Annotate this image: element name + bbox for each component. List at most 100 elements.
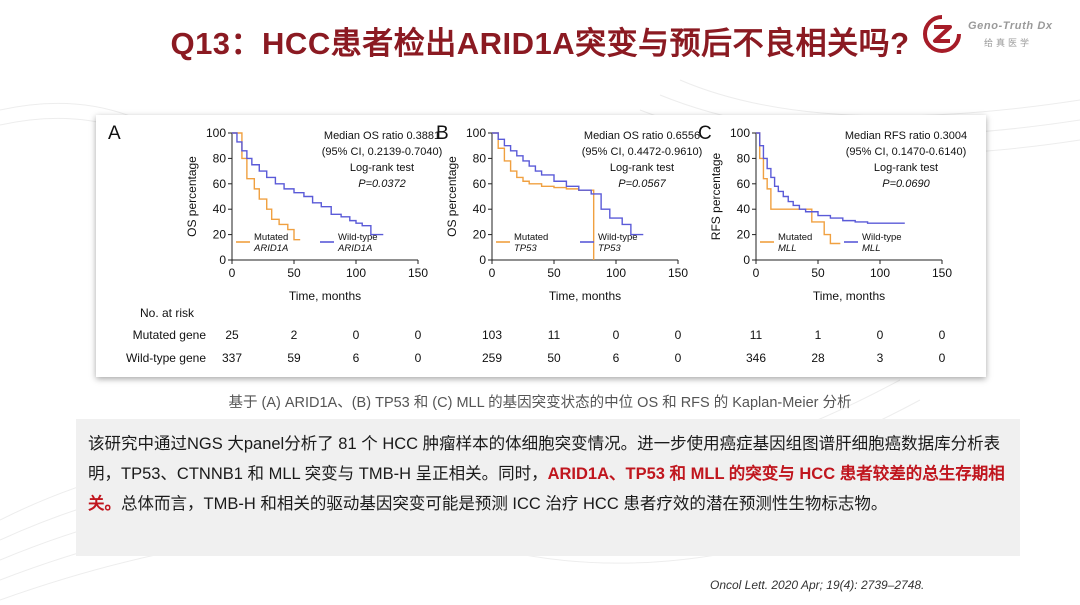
panel-a-y-tick-label: 80 <box>213 151 227 165</box>
panel-a-risk-wildtype-count: 0 <box>415 351 422 365</box>
panel-c-y-axis-label: RFS percentage <box>709 152 723 240</box>
panel-a-risk-mutated-count: 2 <box>291 328 298 342</box>
panel-a-annotation-line: Median OS ratio 0.3881 <box>324 130 440 142</box>
panel-a-x-tick-label: 150 <box>408 266 428 280</box>
summary-highlight: ARID1A、TP53 和 MLL 的突变与 HCC 患者较差的总生存期相关。 <box>88 465 1005 513</box>
panel-a-annotation-line: (95% CI, 0.2139-0.7040) <box>322 146 442 158</box>
panel-b-x-tick-label: 100 <box>606 266 626 280</box>
logo-name: Geno-Truth Dx <box>968 20 1053 32</box>
risk-table-title: No. at risk <box>140 306 195 320</box>
panel-b-risk-wildtype-count: 259 <box>482 351 502 365</box>
panel-c-wildtype-curve <box>756 132 905 224</box>
panel-b-x-tick-label: 50 <box>547 266 561 280</box>
logo-mark-icon <box>923 15 961 53</box>
km-figure: A 0 20 40 60 80 100 0 50 100 150 OS percentage Time,… <box>96 115 986 377</box>
panel-c-y-tick-label: 0 <box>743 253 750 267</box>
panel-c-legend-mutated-gene: MLL <box>778 243 796 254</box>
panel-c-y-tick-label: 40 <box>737 202 751 216</box>
panel-a-x-tick-label: 0 <box>229 266 236 280</box>
panel-c-risk-wildtype-count: 0 <box>939 351 946 365</box>
panel-b-risk-mutated-count: 0 <box>613 328 620 342</box>
panel-b-letter: B <box>436 123 449 144</box>
panel-c-legend-wildtype-gene: MLL <box>862 243 880 254</box>
reference-citation: Oncol Lett. 2020 Apr; 19(4): 2739–2748. <box>710 578 925 592</box>
risk-row-label: Wild-type gene <box>126 351 206 365</box>
panel-a-mutated-curve <box>232 132 301 241</box>
panel-a-risk-wildtype-count: 337 <box>222 351 242 365</box>
panel-a-annotation-line: P=0.0372 <box>358 178 405 190</box>
panel-c-legend-mutated-label: Mutated <box>778 232 812 243</box>
panel-b-x-tick-label: 0 <box>489 266 496 280</box>
panel-c-x-tick-label: 100 <box>870 266 890 280</box>
panel-a-letter: A <box>108 123 121 144</box>
panel-c-x-tick-label: 150 <box>932 266 952 280</box>
panel-c-annotation-line: Log-rank test <box>874 162 938 174</box>
panel-b-risk-wildtype-count: 6 <box>613 351 620 365</box>
panel-a-risk-mutated-count: 25 <box>225 328 239 342</box>
panel-c-risk-mutated-count: 1 <box>815 328 822 342</box>
panel-c-y-tick-label: 80 <box>737 151 751 165</box>
panel-b-y-tick-label: 40 <box>473 202 487 216</box>
panel-c-x-tick-label: 50 <box>811 266 825 280</box>
panel-b-risk-wildtype-count: 50 <box>547 351 561 365</box>
panel-c-risk-wildtype-count: 346 <box>746 351 766 365</box>
panel-a-y-axis-label: OS percentage <box>185 156 199 237</box>
panel-a-y-tick-label: 100 <box>206 126 226 140</box>
panel-a-y-tick-label: 40 <box>213 202 227 216</box>
panel-a-x-axis-label: Time, months <box>289 289 361 303</box>
panel-a-risk-wildtype-count: 59 <box>287 351 301 365</box>
summary-paragraph: 该研究中通过NGS 大panel分析了 81 个 HCC 肿瘤样本的体细胞突变情… <box>88 429 1010 519</box>
panel-a-risk-mutated-count: 0 <box>353 328 360 342</box>
summary-text-post: 总体而言，TMB-H 和相关的驱动基因突变可能是预测 ICC 治疗 HCC 患者… <box>121 495 888 513</box>
panel-b-risk-wildtype-count: 0 <box>675 351 682 365</box>
panel-a-legend-wildtype-gene: ARID1A <box>337 243 372 254</box>
summary-text-pre: 该研究中通过NGS 大panel分析了 81 个 HCC 肿瘤样本的体细胞突变情… <box>88 435 1001 483</box>
panel-c-letter: C <box>698 123 712 144</box>
panel-b-y-tick-label: 0 <box>479 253 486 267</box>
panel-b-x-axis-label: Time, months <box>549 289 621 303</box>
panel-c-x-axis-label: Time, months <box>813 289 885 303</box>
slide-title: Q13：HCC患者检出ARID1A突变与预后不良相关吗? <box>170 26 910 61</box>
panel-b-legend-mutated-label: Mutated <box>514 232 548 243</box>
logo-subtitle: 给真医学 <box>984 38 1033 48</box>
panel-b-risk-mutated-count: 0 <box>675 328 682 342</box>
panel-b-legend-wildtype-gene: TP53 <box>598 243 621 254</box>
panel-b-annotation-line: (95% CI, 0.4472-0.9610) <box>582 146 702 158</box>
company-logo: Geno-Truth Dx 给真医学 <box>922 14 1072 56</box>
panel-c-x-tick-label: 0 <box>753 266 760 280</box>
panel-c-risk-wildtype-count: 28 <box>811 351 825 365</box>
panel-b-risk-mutated-count: 103 <box>482 328 502 342</box>
panel-c-risk-mutated-count: 11 <box>750 328 763 342</box>
panel-b-annotation-line: Log-rank test <box>610 162 674 174</box>
panel-c-y-tick-label: 20 <box>737 228 751 242</box>
panel-a-legend-wildtype-label: Wild-type <box>338 232 378 243</box>
risk-row-label: Mutated gene <box>133 328 207 342</box>
panel-b-annotation-line: Median OS ratio 0.6556 <box>584 130 700 142</box>
panel-b-x-tick-label: 150 <box>668 266 688 280</box>
panel-b-y-tick-label: 80 <box>473 151 487 165</box>
panel-c-annotation-line: Median RFS ratio 0.3004 <box>845 130 967 142</box>
panel-b-risk-mutated-count: 11 <box>548 328 561 342</box>
panel-c-y-tick-label: 100 <box>730 126 750 140</box>
panel-c-annotation-line: P=0.0690 <box>882 178 930 190</box>
panel-b-y-tick-label: 100 <box>466 126 486 140</box>
panel-a-risk-mutated-count: 0 <box>415 328 422 342</box>
panel-b-annotation-line: P=0.0567 <box>618 178 666 190</box>
panel-c-mutated-curve <box>756 132 841 245</box>
panel-c-risk-mutated-count: 0 <box>877 328 884 342</box>
panel-a-y-tick-label: 0 <box>219 253 226 267</box>
panel-b-wildtype-curve <box>492 132 644 236</box>
panel-b-legend-mutated-gene: TP53 <box>514 243 537 254</box>
panel-c-y-tick-label: 60 <box>737 177 751 191</box>
panel-a-annotation-line: Log-rank test <box>350 162 414 174</box>
panel-b-legend-wildtype-label: Wild-type <box>598 232 638 243</box>
panel-c-risk-wildtype-count: 3 <box>877 351 884 365</box>
panel-b-y-tick-label: 20 <box>473 228 487 242</box>
panel-b-y-axis-label: OS percentage <box>445 156 459 237</box>
panel-a-y-tick-label: 20 <box>213 228 227 242</box>
panel-c-annotation-line: (95% CI, 0.1470-0.6140) <box>846 146 966 158</box>
panel-a-legend-mutated-label: Mutated <box>254 232 288 243</box>
panel-c-legend-wildtype-label: Wild-type <box>862 232 902 243</box>
panel-a-risk-wildtype-count: 6 <box>353 351 360 365</box>
